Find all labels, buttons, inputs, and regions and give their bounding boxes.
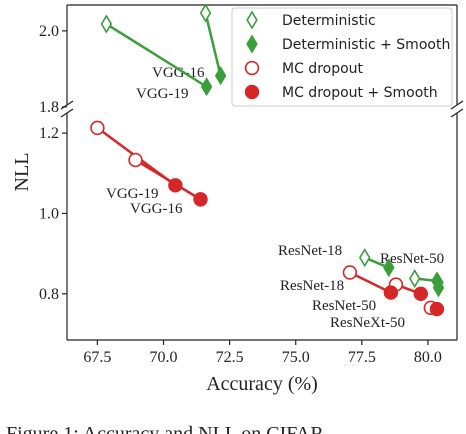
y-tick-label: 0.8	[39, 286, 59, 303]
y-tick-label: 2.0	[39, 23, 59, 40]
x-tick-label: 75.0	[282, 349, 310, 366]
annotation: ResNeXt-50	[330, 315, 405, 331]
axis-break	[450, 100, 464, 110]
x-tick-label: 80.0	[414, 349, 442, 366]
marker	[383, 285, 399, 300]
legend-box	[231, 7, 453, 107]
marker	[244, 84, 260, 100]
marker	[246, 34, 258, 54]
marker	[342, 265, 358, 280]
marker	[429, 301, 445, 317]
annotation: VGG-16	[152, 65, 205, 81]
x-tick-label: 67.5	[83, 349, 111, 366]
x-tick-label: 72.5	[216, 349, 244, 366]
marker	[199, 3, 212, 23]
annotation: VGG-16	[130, 201, 183, 217]
axis-break	[450, 108, 464, 118]
x-tick-label: 77.5	[348, 349, 376, 366]
marker	[246, 10, 258, 30]
pair-line	[204, 12, 222, 77]
legend-label: Deterministic	[282, 13, 376, 29]
legend-label: MC dropout + Smooth	[282, 85, 438, 101]
annotation: ResNet-18	[280, 278, 344, 294]
y-tick-label: 1.0	[39, 205, 59, 222]
marker	[383, 258, 395, 278]
annotation: ResNet-18	[278, 243, 342, 259]
marker	[244, 60, 260, 76]
y-tick-label: 1.2	[39, 125, 59, 142]
marker	[432, 278, 445, 298]
marker	[168, 178, 183, 193]
marker	[413, 286, 428, 301]
marker	[358, 248, 371, 268]
x-axis-label: Accuracy (%)	[206, 373, 318, 395]
axis-break	[60, 108, 74, 118]
legend-label: Deterministic + Smooth	[282, 37, 450, 53]
marker	[200, 77, 213, 97]
marker	[128, 152, 143, 168]
marker	[408, 268, 421, 289]
marker	[214, 66, 227, 86]
axis-break	[60, 100, 74, 110]
pair-line	[105, 22, 208, 88]
annotation: ResNet-50	[312, 298, 376, 314]
pair-line	[349, 271, 392, 294]
legend-label: MC dropout	[282, 61, 364, 77]
pair-line	[134, 158, 202, 201]
y-tick-label: 1.8	[39, 99, 59, 116]
marker	[193, 192, 208, 207]
x-tick-label: 70.0	[150, 349, 178, 366]
y-axis-label: NLL	[11, 153, 33, 192]
annotation: VGG-19	[106, 186, 159, 202]
marker	[100, 14, 113, 34]
annotation: VGG-19	[136, 86, 189, 102]
marker	[90, 120, 105, 136]
annotation: ResNet-50	[380, 251, 444, 267]
caption: Figure 1: Accuracy and NLL on CIFAR	[6, 423, 324, 434]
